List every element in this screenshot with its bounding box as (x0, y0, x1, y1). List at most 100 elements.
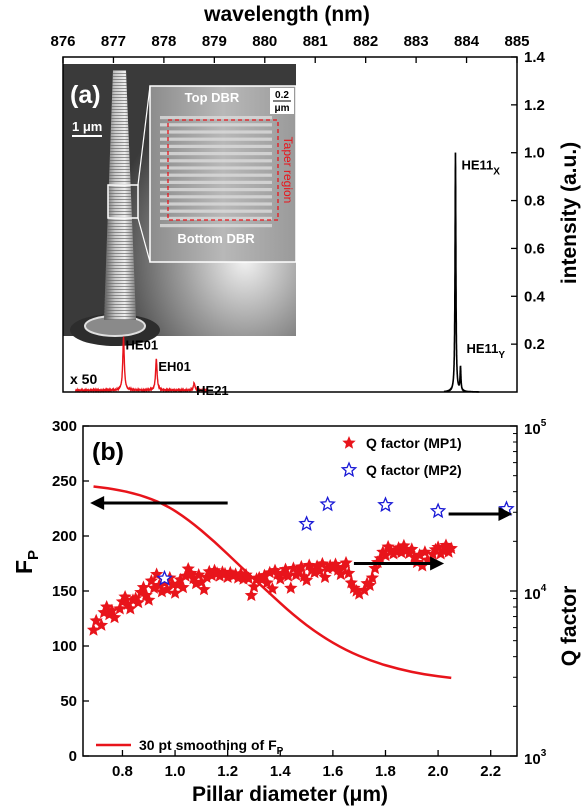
a-x-tick-label: 882 (353, 33, 378, 50)
zoom-layer (160, 188, 272, 191)
legend-mp1-star (342, 436, 355, 449)
legend-mp1-marker (342, 436, 355, 449)
a-y-tick-label: 1.2 (524, 97, 545, 114)
panel-b: 0.8 1.0 1.2 1.4 1.6 1.8 2.0 2.2 0 50 100 150 200 250… (11, 418, 581, 806)
b-y-right-tick-label: 104 (524, 583, 547, 603)
legend-mp1-label: Q factor (MP1) (366, 435, 462, 451)
b-y-right-tick-label: 105 (524, 418, 547, 438)
legend-smooth-text: 30 pt smoothing of F (139, 737, 277, 753)
tick-base: 10 (524, 421, 541, 438)
a-x-tick-label: 881 (303, 33, 328, 50)
zoom-top-dbr-label: Top DBR (185, 90, 240, 105)
peak-label-he11-x: HE11X (461, 158, 500, 178)
zoom-layer (160, 145, 272, 148)
b-x-tick-label: 2.2 (480, 763, 501, 780)
tick-exponent: 5 (541, 418, 547, 429)
tick-exponent: 3 (541, 748, 547, 759)
b-y-left-tick-label: 150 (52, 583, 77, 600)
panel-a-ylabel: intensity (a.u.) (558, 142, 581, 284)
panel-a-x-ticks: 876 877 878 879 880 881 882 883 884 885 (50, 33, 529, 63)
a-x-tick-label: 884 (454, 33, 480, 50)
panel-a-y-ticks: 0.2 0.4 0.6 0.8 1.0 1.2 1.4 (511, 49, 546, 353)
b-x-tick-label: 1.4 (270, 763, 292, 780)
zoom-layer (160, 152, 272, 155)
panel-b-xlabel: Pillar diameter (μm) (192, 783, 388, 806)
a-y-tick-label: 1.0 (524, 145, 545, 162)
scale-label-x50: x 50 (70, 371, 97, 387)
tick-base: 10 (524, 586, 541, 603)
zoom-layer (160, 195, 272, 198)
zoom-layer (160, 130, 272, 133)
zoom-layer (160, 159, 272, 162)
peak-label-he01: HE01 (126, 337, 159, 352)
mp2-point (379, 498, 392, 511)
a-x-tick-label: 883 (404, 33, 429, 50)
peak-label-sub: Y (498, 350, 505, 361)
zoom-layer (160, 138, 272, 141)
b-x-tick-label: 0.8 (112, 763, 133, 780)
peak-label-eh01: EH01 (158, 359, 191, 374)
a-x-tick-label: 878 (151, 33, 176, 50)
tick-base: 10 (524, 751, 541, 768)
mp2-point (321, 497, 334, 510)
peak-label-he21: HE21 (196, 383, 229, 398)
zoom-layer (160, 174, 272, 177)
b-y-left-tick-label: 100 (52, 638, 77, 655)
legend-smooth-label: 30 pt smoothing of FP (139, 737, 284, 757)
a-y-tick-label: 0.6 (524, 240, 545, 257)
b-y-left-tick-label: 200 (52, 528, 77, 545)
a-y-tick-label: 0.2 (524, 336, 545, 353)
axis-arrows (90, 496, 512, 571)
zoom-scale-value: 0.2 (275, 90, 289, 101)
a-x-tick-label: 876 (50, 33, 75, 50)
b-x-tick-label: 1.8 (375, 763, 396, 780)
a-y-tick-label: 1.4 (524, 49, 546, 66)
zoom-bottom-dbr-label: Bottom DBR (177, 231, 255, 246)
arrow-head-left (90, 496, 104, 510)
mp1-point (284, 581, 297, 594)
b-y-left-tick-label: 50 (60, 693, 77, 710)
b-y-left-tick-label: 250 (52, 473, 77, 490)
zoom-layer (160, 202, 272, 205)
tick-exponent: 4 (541, 583, 547, 594)
a-x-tick-label: 880 (252, 33, 277, 50)
zoom-taper-label: Taper region (281, 137, 295, 204)
zoom-layer (160, 224, 272, 227)
peak-label-main: HE11 (461, 158, 493, 173)
fp-subscript: P (25, 550, 42, 560)
zoom-layer (160, 116, 272, 119)
panel-b-ylabel-right: Q factor (558, 586, 581, 667)
legend-mp2-label: Q factor (MP2) (366, 462, 462, 478)
legend-mp2-star (342, 463, 355, 476)
panel-b-x-ticks: 0.8 1.0 1.2 1.4 1.6 1.8 2.0 2.2 (112, 750, 501, 780)
mp1-points (87, 538, 458, 635)
a-x-tick-label: 879 (202, 33, 227, 50)
b-x-tick-label: 1.0 (165, 763, 186, 780)
zoom-layer (160, 210, 272, 213)
sem-scale-bar-label: 1 μm (72, 119, 102, 134)
panel-a-label: (a) (70, 81, 101, 109)
zoom-layer (160, 166, 272, 169)
panel-b-ylabel-left: FP (11, 550, 42, 574)
a-x-tick-label: 877 (101, 33, 126, 50)
panel-b-label: (b) (92, 438, 124, 466)
fp-symbol: F (11, 560, 37, 574)
a-y-tick-label: 0.8 (524, 193, 545, 210)
legend-mp2-marker (342, 463, 355, 476)
panel-a: wavelength (nm) 876 877 878 879 880 881 882 883… (50, 3, 581, 398)
b-x-tick-label: 1.2 (217, 763, 238, 780)
zoom-layer (160, 123, 272, 126)
peak-label-he11-y: HE11Y (467, 341, 506, 361)
a-x-tick-label: 885 (504, 33, 529, 50)
legend: Q factor (MP1) Q factor (MP2) 30 pt smoo… (96, 435, 462, 757)
zoom-layer (160, 181, 272, 184)
b-y-left-tick-label: 0 (69, 748, 77, 765)
b-y-left-tick-label: 300 (52, 418, 77, 435)
mp2-point (431, 504, 444, 517)
b-y-right-tick-label: 103 (524, 748, 547, 768)
mp2-point (300, 517, 313, 530)
peak-label-sub: X (493, 167, 500, 178)
zoom-scale-unit: μm (274, 103, 289, 114)
